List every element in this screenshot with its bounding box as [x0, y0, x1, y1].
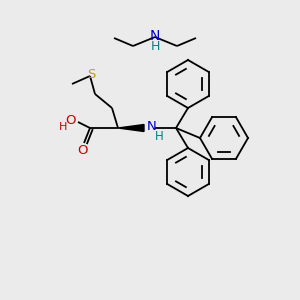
Text: N: N: [147, 121, 157, 134]
Text: H: H: [154, 130, 164, 143]
Text: H: H: [150, 40, 160, 53]
Text: O: O: [78, 145, 88, 158]
Text: N: N: [150, 29, 160, 43]
Text: H: H: [59, 122, 67, 132]
Text: S: S: [87, 68, 95, 82]
Text: O: O: [65, 113, 75, 127]
Polygon shape: [118, 124, 144, 131]
